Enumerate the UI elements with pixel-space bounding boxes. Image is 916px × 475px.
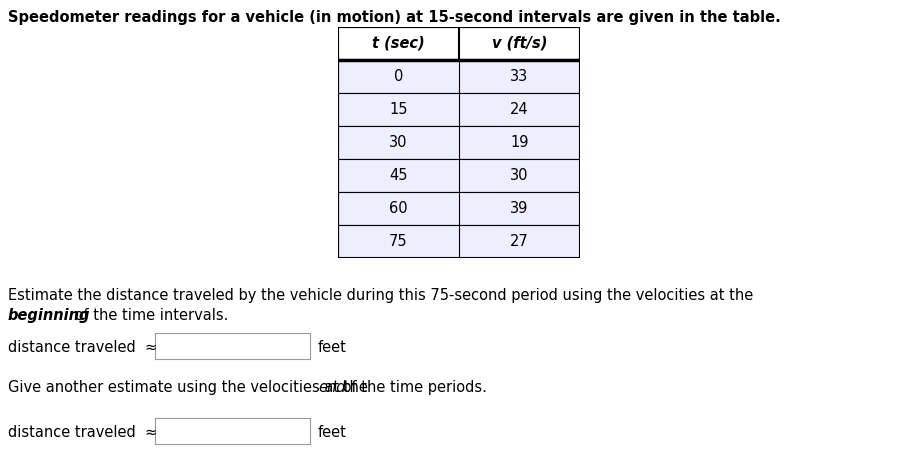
Text: 30: 30 [510,168,529,183]
Text: feet: feet [318,425,347,440]
Text: Speedometer readings for a vehicle (in motion) at 15-second intervals are given : Speedometer readings for a vehicle (in m… [8,10,780,25]
Bar [338,225,580,258]
Bar [338,93,580,126]
Bar [338,126,580,159]
Text: 0: 0 [394,69,403,84]
Text: Give another estimate using the velocities at the: Give another estimate using the velociti… [8,380,373,395]
Bar [338,27,580,60]
Text: distance traveled  ≈: distance traveled ≈ [8,340,158,355]
Bar [338,159,580,192]
Text: 39: 39 [510,201,529,216]
Text: 75: 75 [389,234,408,249]
Bar [338,60,580,93]
Text: 30: 30 [389,135,408,150]
Text: feet: feet [318,340,347,355]
Text: 19: 19 [510,135,529,150]
Text: t (sec): t (sec) [372,36,425,51]
Text: beginning: beginning [8,308,91,323]
Text: 24: 24 [510,102,529,117]
Text: end: end [318,380,345,395]
Text: distance traveled  ≈: distance traveled ≈ [8,425,158,440]
Text: 45: 45 [389,168,408,183]
Text: Estimate the distance traveled by the vehicle during this 75-second period using: Estimate the distance traveled by the ve… [8,288,753,303]
Text: v (ft/s): v (ft/s) [492,36,547,51]
Bar [338,192,580,225]
Text: 33: 33 [510,69,529,84]
Text: 27: 27 [510,234,529,249]
Text: 60: 60 [389,201,408,216]
Text: of the time periods.: of the time periods. [338,380,487,395]
Text: of the time intervals.: of the time intervals. [70,308,228,323]
Text: 15: 15 [389,102,408,117]
